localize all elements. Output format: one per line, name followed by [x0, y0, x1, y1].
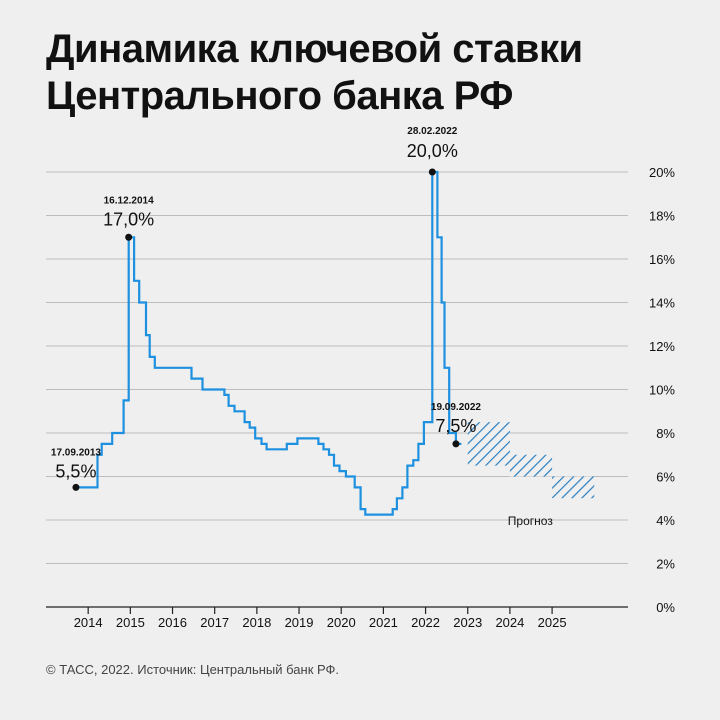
annotation-date: 28.02.2022 — [407, 126, 457, 137]
x-tick-label: 2024 — [495, 615, 524, 630]
y-tick-label: 16% — [649, 252, 675, 267]
x-axis: 2014 2015 2016 2017 2018 2019 2020 2021 2022 2023… — [74, 607, 567, 630]
annotation-value: 20,0% — [407, 141, 458, 161]
annotation-dot — [125, 233, 133, 241]
annotation-value: 7,5% — [435, 416, 476, 436]
y-tick-label: 8% — [656, 426, 675, 441]
y-tick-label: 12% — [649, 339, 675, 354]
y-tick-label: 6% — [656, 470, 675, 485]
x-tick-label: 2025 — [538, 615, 567, 630]
title-line-2: Центрального банка РФ — [46, 74, 513, 118]
x-tick-label: 2019 — [285, 615, 314, 630]
annotation-dot — [428, 168, 436, 176]
annotation-dot — [72, 483, 80, 491]
annotation-date: 16.12.2014 — [104, 195, 154, 206]
source-note: © ТАСС, 2022. Источник: Центральный банк… — [46, 662, 340, 677]
y-tick-label: 2% — [656, 557, 675, 572]
x-tick-label: 2017 — [200, 615, 229, 630]
x-tick-label: 2015 — [116, 615, 145, 630]
forecast-label: Прогноз — [508, 514, 554, 528]
title-line-1: Динамика ключевой ставки — [46, 27, 583, 71]
key-rate-line — [75, 170, 462, 516]
y-tick-label: 14% — [649, 296, 675, 311]
y-tick-label: 20% — [649, 165, 675, 180]
x-tick-label: 2022 — [411, 615, 440, 630]
annotation-layer: 17.09.2013 5,5% 16.12.2014 17,0% 28.02.2022 2… — [51, 126, 481, 491]
annotation-value: 5,5% — [55, 461, 96, 481]
x-tick-label: 2023 — [453, 615, 482, 630]
annotation-date: 19.09.2022 — [431, 402, 481, 413]
y-tick-label: 18% — [649, 209, 675, 224]
y-tick-label: 10% — [649, 383, 675, 398]
annotation-date: 17.09.2013 — [51, 447, 101, 458]
annotation-value: 17,0% — [103, 209, 154, 229]
annotation-dot — [452, 440, 460, 448]
y-tick-label: 4% — [656, 513, 675, 528]
y-axis: 0% 2% 4% 6% 8% 10% 12% 14% 16% 18% 20% — [649, 165, 675, 615]
x-tick-label: 2014 — [74, 615, 103, 630]
page-title: Динамика ключевой ставки Центрального ба… — [46, 26, 583, 120]
x-tick-label: 2018 — [242, 615, 271, 630]
y-tick-label: 0% — [656, 600, 675, 615]
x-tick-label: 2016 — [158, 615, 187, 630]
line-layer — [75, 170, 462, 516]
forecast-band — [509, 454, 553, 477]
x-tick-label: 2021 — [369, 615, 398, 630]
forecast-band — [467, 422, 510, 466]
forecast-layer: Прогноз — [467, 422, 595, 528]
forecast-band — [552, 476, 595, 499]
x-tick-label: 2020 — [327, 615, 356, 630]
